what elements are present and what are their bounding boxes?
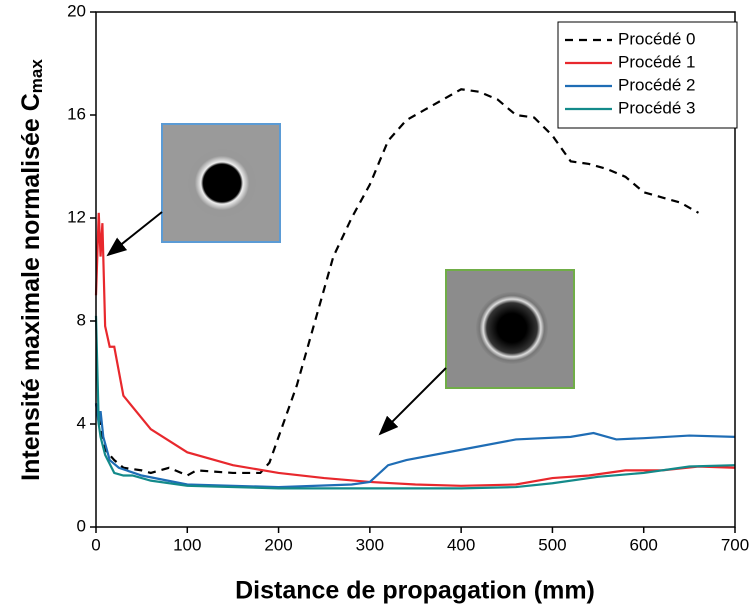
inset-2 [378, 269, 575, 436]
x-axis-label: Distance de propagation (mm) [235, 577, 595, 605]
x-tick-label: 100 [173, 535, 201, 554]
series-line [94, 88, 700, 477]
y-tick-label: 8 [77, 310, 86, 329]
series-line [94, 403, 736, 489]
legend-label: Procédé 0 [618, 29, 696, 48]
series-line [94, 212, 736, 487]
y-axis-label-sub: max [27, 59, 46, 94]
x-tick-label: 400 [447, 535, 475, 554]
inset-1 [106, 123, 281, 257]
x-tick-label: 500 [538, 535, 566, 554]
x-tick-label: 200 [264, 535, 292, 554]
y-tick-label: 0 [77, 516, 86, 535]
legend-box [557, 21, 738, 129]
legend-label: Procédé 3 [618, 98, 696, 117]
plot-area [94, 88, 736, 490]
x-tick-label: 0 [91, 535, 100, 554]
legend-label: Procédé 2 [618, 75, 696, 94]
y-axis-label-main: Intensité maximale normalisée C [17, 93, 45, 481]
legend: Procédé 0 Procédé 1 Procédé 2 Procédé 3 [565, 29, 696, 117]
y-tick-label: 20 [67, 1, 86, 20]
y-tick-label: 16 [67, 104, 86, 123]
y-tick-label: 12 [67, 207, 86, 226]
x-tick-label: 700 [721, 535, 749, 554]
series-line [94, 315, 736, 490]
x-tick-label: 300 [356, 535, 384, 554]
y-tick-label: 4 [77, 413, 86, 432]
y-axis-label: Intensité maximale normalisée Cmax [17, 59, 47, 481]
legend-label: Procédé 1 [618, 52, 696, 71]
x-tick-label: 600 [630, 535, 658, 554]
axes-frame [95, 11, 736, 528]
